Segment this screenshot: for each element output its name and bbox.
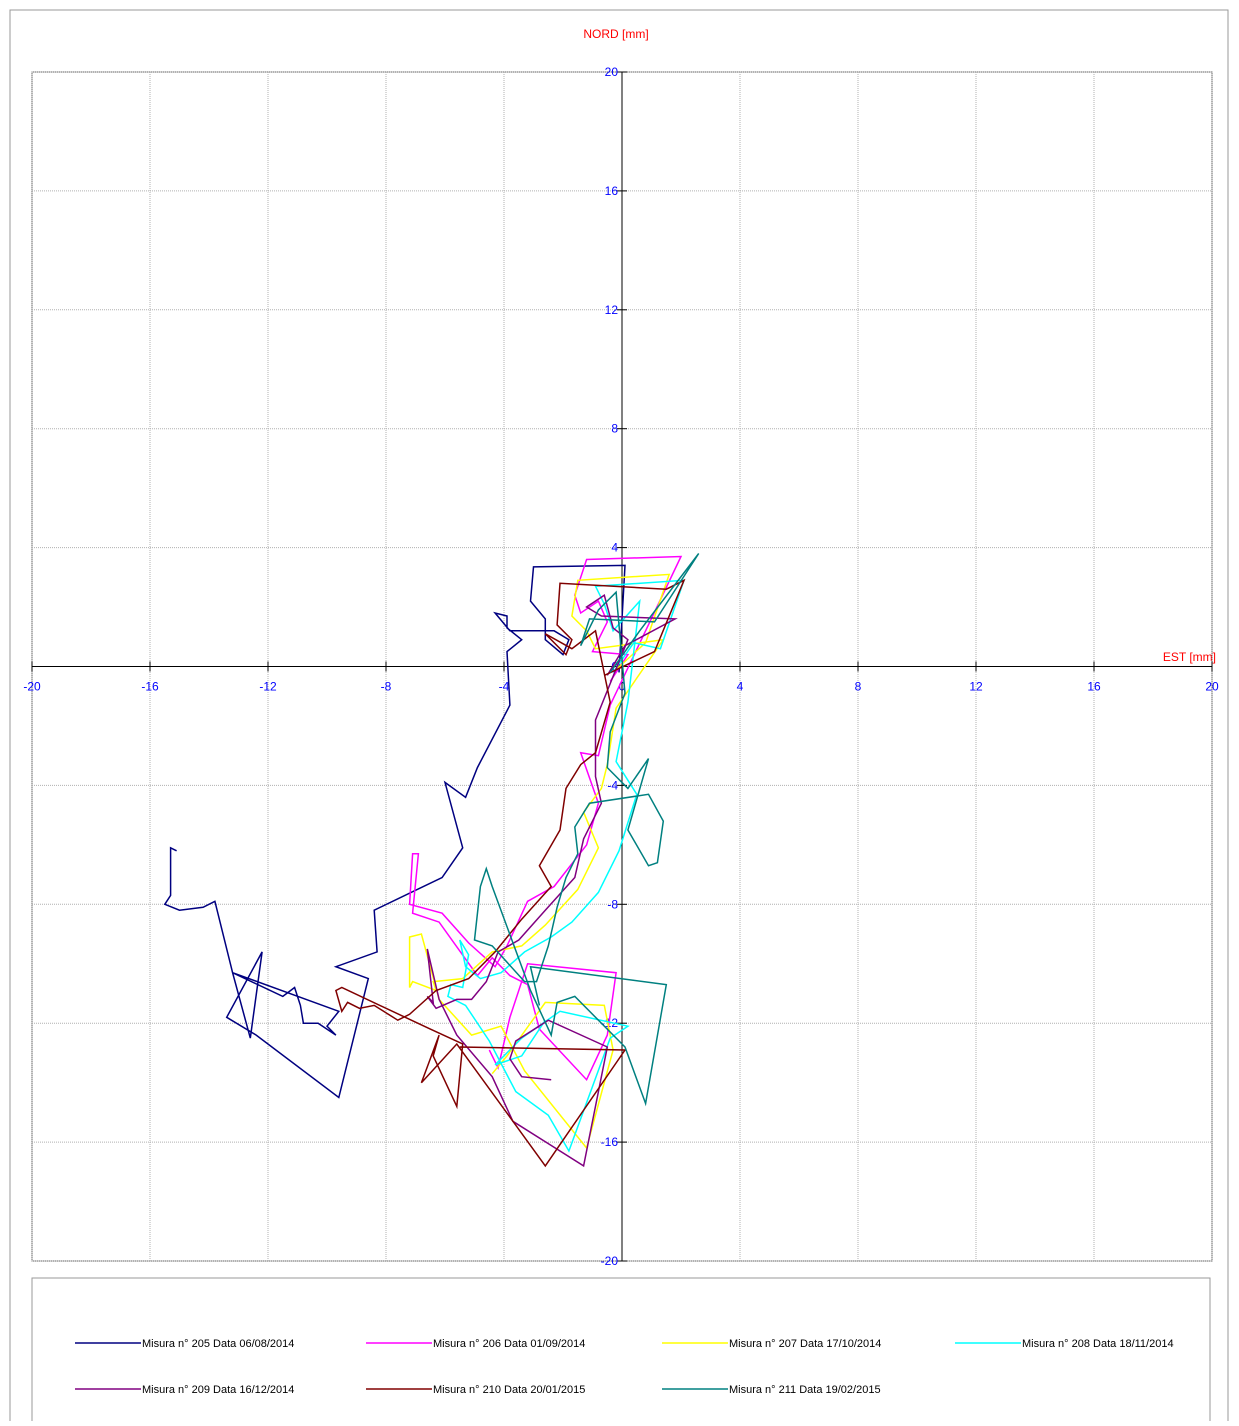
y-tick-label: 16 (605, 184, 619, 198)
y-tick-label: -8 (607, 897, 618, 911)
series-line (408, 573, 671, 1150)
y-tick-label: -20 (601, 1254, 619, 1268)
y-tick-label: 12 (605, 303, 619, 317)
legend-label: Misura n° 210 Data 20/01/2015 (433, 1384, 585, 1396)
legend-label: Misura n° 207 Data 17/10/2014 (729, 1338, 881, 1350)
series-line (163, 564, 626, 1099)
x-tick-label: 20 (1205, 680, 1219, 694)
y-tick-label: -16 (601, 1135, 619, 1149)
x-tick-label: -4 (499, 680, 510, 694)
y-tick-label: -4 (607, 778, 618, 792)
legend-label: Misura n° 206 Data 01/09/2014 (433, 1338, 585, 1350)
x-tick-label: 8 (855, 680, 862, 694)
series-line (335, 578, 686, 1168)
x-tick-label: 4 (737, 680, 744, 694)
x-tick-label: 12 (969, 680, 983, 694)
x-tick-label: -12 (259, 680, 277, 694)
y-tick-label: 8 (611, 422, 618, 436)
y-axis-title: NORD [mm] (583, 27, 648, 41)
series-line (426, 593, 678, 1168)
y-tick-label: 20 (605, 65, 619, 79)
x-tick-label: -16 (141, 680, 159, 694)
legend-label: Misura n° 208 Data 18/11/2014 (1022, 1338, 1174, 1350)
x-tick-label: 16 (1087, 680, 1101, 694)
legend-label: Misura n° 205 Data 06/08/2014 (142, 1338, 294, 1350)
legend-box (31, 1277, 1211, 1426)
x-tick-label: -20 (23, 680, 41, 694)
x-axis-title: EST [mm] (1163, 650, 1216, 664)
x-tick-label: -8 (381, 680, 392, 694)
legend-label: Misura n° 209 Data 16/12/2014 (142, 1384, 294, 1396)
legend-label: Misura n° 211 Data 19/02/2015 (729, 1384, 881, 1396)
y-tick-label: 4 (611, 541, 618, 555)
series-line (473, 553, 700, 1107)
